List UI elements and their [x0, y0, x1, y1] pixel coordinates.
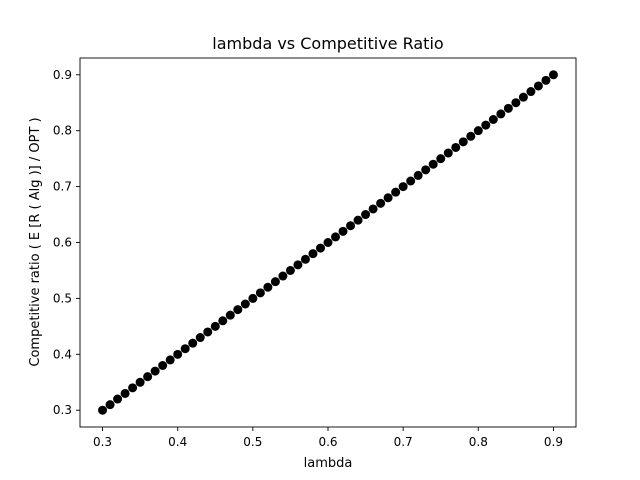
data-point	[413, 170, 423, 180]
data-point	[173, 349, 183, 359]
data-point	[225, 310, 235, 320]
y-tick-label: 0.5	[53, 291, 72, 305]
data-point	[518, 92, 528, 102]
data-point	[105, 400, 115, 410]
data-point	[458, 137, 468, 147]
data-point	[323, 238, 333, 247]
data-point	[128, 383, 138, 393]
data-point	[308, 249, 318, 259]
y-tick-label: 0.3	[53, 403, 72, 417]
data-point	[300, 254, 310, 264]
data-point	[278, 271, 288, 281]
data-point	[526, 87, 536, 97]
data-point	[503, 103, 513, 113]
x-tick-label: 0.3	[93, 435, 112, 449]
data-point	[233, 305, 243, 315]
data-point	[421, 165, 431, 175]
data-point	[263, 282, 273, 292]
data-point	[391, 187, 401, 197]
data-point	[428, 159, 438, 169]
data-point	[293, 260, 303, 270]
data-point	[210, 321, 220, 331]
data-point	[203, 327, 213, 337]
data-point	[113, 394, 123, 404]
data-point	[511, 98, 521, 108]
data-point	[338, 226, 348, 236]
y-tick-label: 0.8	[53, 124, 72, 138]
data-point	[255, 288, 265, 298]
data-point	[466, 131, 476, 141]
data-point	[353, 215, 363, 225]
data-point	[443, 148, 453, 158]
data-point	[406, 176, 416, 186]
data-point	[361, 210, 371, 220]
data-point	[383, 193, 393, 203]
data-point	[120, 388, 130, 398]
data-point	[248, 293, 258, 303]
data-point	[488, 115, 498, 124]
data-point	[481, 120, 491, 130]
data-point	[270, 277, 280, 287]
chart-title: lambda vs Competitive Ratio	[212, 34, 443, 53]
data-point	[285, 265, 295, 275]
data-point	[473, 126, 483, 136]
data-point	[165, 355, 175, 365]
data-point	[368, 204, 378, 214]
data-point	[533, 81, 543, 91]
x-axis-ticks: 0.3 0.4 0.5 0.6 0.7 0.8 0.9	[93, 427, 563, 449]
data-point	[315, 243, 325, 253]
y-tick-label: 0.4	[53, 347, 72, 361]
data-point	[346, 221, 356, 231]
y-axis-ticks: 0.3 0.4 0.5 0.6 0.7 0.8 0.9	[53, 68, 80, 417]
x-tick-label: 0.5	[243, 435, 262, 449]
data-point	[158, 361, 168, 370]
data-point	[195, 333, 205, 343]
data-point	[218, 316, 228, 326]
data-point	[240, 299, 250, 309]
data-point	[496, 109, 506, 119]
data-point	[398, 182, 408, 192]
x-tick-label: 0.9	[544, 435, 563, 449]
data-point	[188, 338, 198, 348]
data-point	[541, 75, 551, 85]
data-point	[548, 70, 558, 80]
y-axis-label: Competitive ratio ( E [R ( Alg )] / OPT …	[28, 117, 43, 366]
x-tick-label: 0.7	[394, 435, 413, 449]
data-point	[451, 142, 461, 152]
y-tick-label: 0.9	[53, 68, 72, 82]
data-point	[180, 344, 190, 354]
data-point	[150, 366, 160, 376]
x-axis-label: lambda	[304, 456, 353, 471]
data-point	[98, 405, 108, 415]
y-tick-label: 0.6	[53, 236, 72, 250]
data-point	[135, 377, 145, 387]
plot-frame	[79, 57, 577, 428]
x-tick-label: 0.4	[168, 435, 187, 449]
data-point	[331, 232, 341, 242]
x-tick-label: 0.6	[318, 435, 337, 449]
data-point	[376, 198, 386, 208]
x-tick-label: 0.8	[469, 435, 488, 449]
data-point	[143, 372, 153, 382]
data-point	[436, 154, 446, 164]
data-points	[98, 70, 558, 415]
y-tick-label: 0.7	[53, 180, 72, 194]
